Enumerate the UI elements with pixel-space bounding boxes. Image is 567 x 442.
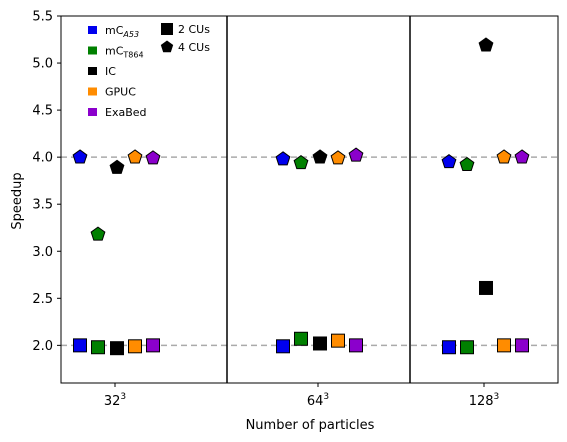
marker-4cu-mc-t864 [293, 154, 309, 170]
y-tick-label: 5.0 [32, 57, 53, 72]
x-tick-label: 643 [307, 392, 329, 409]
legend-swatch [88, 108, 97, 116]
x-tick-label: 323 [104, 392, 126, 409]
legend-swatch [88, 87, 97, 96]
marker-2cu-mc-t864 [294, 331, 308, 346]
x-tick-label: 1283 [469, 392, 500, 409]
y-tick-label: 2.0 [32, 339, 53, 354]
marker-2cu-mc-a53 [442, 340, 456, 355]
marker-4cu-mc-a53 [275, 151, 291, 166]
plot-frame [60, 15, 559, 384]
legend-entry: GPUC [105, 86, 136, 99]
legend-entry: ExaBed [105, 106, 147, 119]
marker-4cu-mc-a53 [72, 149, 88, 164]
marker-4cu-mc-t864 [90, 226, 106, 241]
y-tick-label: 4.5 [32, 104, 53, 119]
y-tick-label: 3.0 [32, 245, 53, 260]
marker-2cu-ic [479, 280, 493, 295]
marker-2cu-mc-t864 [91, 340, 105, 355]
y-axis-label: Speedup [10, 172, 25, 229]
marker-legend: 2 CUs 4 CUs [160, 23, 210, 54]
legend-swatch [88, 26, 97, 34]
legend-swatch [88, 67, 97, 75]
marker-4cu-ic [109, 159, 125, 174]
marker-2cu-exabed [146, 338, 160, 353]
marker-2cu-gpuc [128, 339, 142, 354]
marker-4cu-exabed [514, 149, 530, 164]
legend-marker-label: 2 CUs [178, 23, 210, 36]
marker-4cu-gpuc [330, 150, 346, 165]
marker-2cu-ic [110, 341, 124, 356]
legend-entry: mCA53 [105, 24, 139, 39]
legend-pentagon-marker [160, 40, 174, 53]
legend-entry: mCT864 [105, 45, 144, 60]
marker-4cu-exabed [145, 150, 161, 165]
marker-2cu-exabed [515, 338, 529, 353]
marker-2cu-gpuc [497, 338, 511, 353]
y-tick-label: 4.0 [32, 151, 53, 166]
legend-entry: IC [105, 65, 116, 78]
legend-marker-label: 4 CUs [178, 41, 210, 54]
x-axis-label: Number of particles [246, 418, 375, 433]
marker-2cu-ic [313, 336, 327, 351]
marker-2cu-gpuc [331, 333, 345, 348]
marker-2cu-mc-a53 [276, 339, 290, 354]
legend-swatch [88, 46, 97, 55]
marker-4cu-mc-t864 [459, 156, 475, 172]
marker-4cu-ic [478, 37, 494, 52]
marker-4cu-ic [312, 149, 328, 164]
marker-2cu-mc-a53 [73, 338, 87, 353]
marker-2cu-mc-t864 [460, 340, 474, 355]
y-tick-label: 5.5 [32, 10, 53, 25]
y-tick-label: 3.5 [32, 198, 53, 213]
y-tick-label: 2.5 [32, 292, 53, 307]
legend-square-marker [161, 23, 173, 35]
marker-4cu-mc-a53 [441, 154, 457, 169]
marker-4cu-gpuc [496, 149, 512, 164]
series-legend: mCA53 mCT864 IC GPUC ExaBed [88, 24, 147, 119]
marker-4cu-exabed [348, 147, 364, 162]
marker-4cu-gpuc [127, 149, 143, 164]
marker-2cu-exabed [349, 338, 363, 353]
